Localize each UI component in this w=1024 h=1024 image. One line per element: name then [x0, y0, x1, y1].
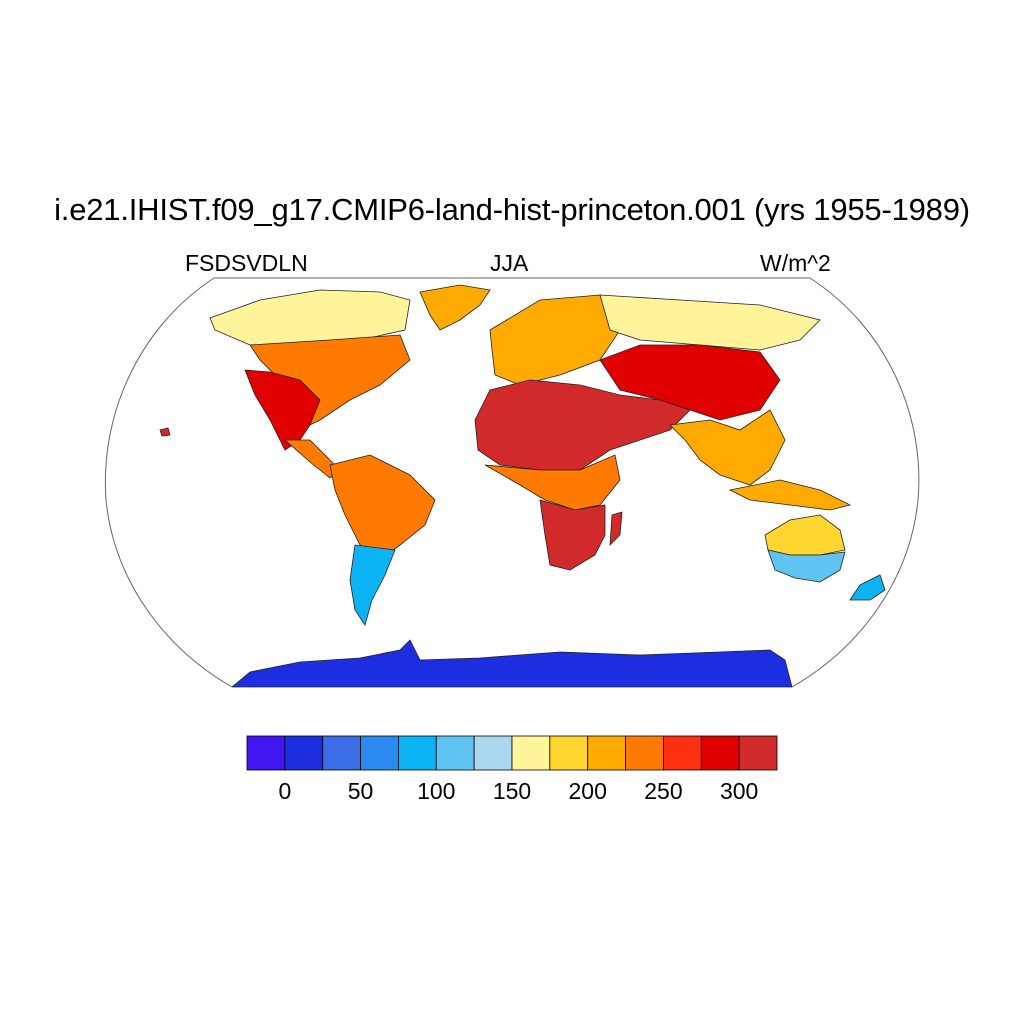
- plot-title: i.e21.IHIST.f09_g17.CMIP6-land-hist-prin…: [54, 192, 970, 227]
- colorbar-boxes: [246, 735, 778, 771]
- colorbar-box: [322, 735, 361, 771]
- colorbar-box: [700, 735, 740, 771]
- colorbar-box: [398, 735, 437, 771]
- colorbar-box: [738, 735, 778, 771]
- colorbar-labels: 0 50 100 150 200 250 300: [278, 778, 758, 804]
- region-hawaii: [159, 427, 171, 437]
- region-antarctica: [230, 639, 793, 687]
- colorbar-box: [360, 735, 399, 771]
- colorbar-box: [549, 735, 589, 771]
- colorbar-tick-label: 300: [720, 778, 758, 804]
- region-south-america-north: [329, 454, 436, 561]
- region-indonesia: [728, 479, 852, 511]
- region-madagascar: [609, 511, 623, 547]
- colorbar-tick-label: 100: [417, 778, 455, 804]
- region-greenland: [419, 284, 491, 331]
- colorbar-tick-label: 150: [493, 778, 531, 804]
- colorbar-tick-label: 200: [569, 778, 607, 804]
- region-siberia: [599, 294, 821, 351]
- units-label: W/m^2: [760, 250, 831, 276]
- colorbar-box: [246, 735, 286, 771]
- region-southern-africa: [539, 499, 606, 571]
- colorbar-box: [511, 735, 551, 771]
- region-north-america-west: [244, 369, 321, 451]
- region-canada-arctic: [209, 289, 411, 346]
- region-new-zealand: [849, 574, 886, 601]
- region-europe: [489, 294, 621, 386]
- region-south-america-south: [349, 544, 396, 626]
- colorbar-box: [435, 735, 475, 771]
- colorbar-box: [473, 735, 513, 771]
- region-central-africa: [484, 454, 621, 511]
- colorbar-tick-label: 250: [644, 778, 682, 804]
- season-label: JJA: [490, 250, 529, 276]
- region-australia-south: [767, 549, 846, 583]
- colorbar-box: [663, 735, 702, 771]
- colorbar-box: [625, 735, 664, 771]
- region-south-east-asia: [669, 409, 786, 486]
- colorbar-box: [284, 735, 324, 771]
- colorbar-tick-label: 50: [348, 778, 374, 804]
- region-sahara-arabia: [474, 379, 691, 471]
- variable-label: FSDSVDLN: [185, 250, 308, 276]
- colorbar-box: [587, 735, 626, 771]
- colorbar-tick-label: 0: [278, 778, 291, 804]
- region-central-asia: [599, 344, 781, 421]
